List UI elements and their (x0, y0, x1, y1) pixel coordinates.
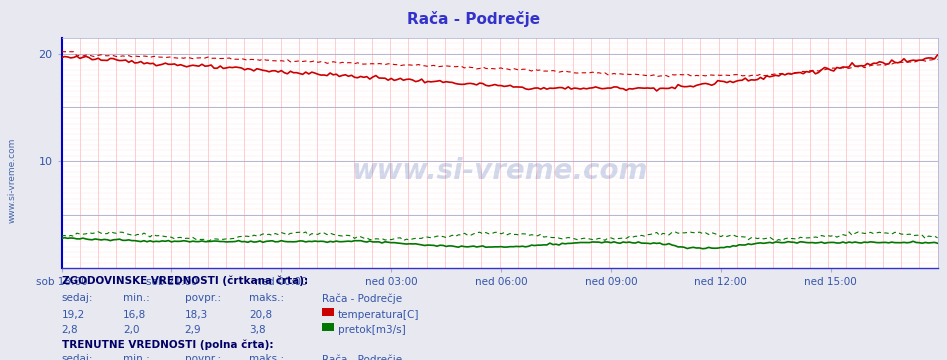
Text: www.si-vreme.com: www.si-vreme.com (8, 137, 17, 223)
Text: min.:: min.: (123, 293, 150, 303)
Text: ZGODOVINSKE VREDNOSTI (črtkana črta):: ZGODOVINSKE VREDNOSTI (črtkana črta): (62, 275, 308, 286)
Text: pretok[m3/s]: pretok[m3/s] (338, 325, 406, 335)
Text: 2,8: 2,8 (62, 325, 79, 335)
Text: 18,3: 18,3 (185, 310, 208, 320)
Text: TRENUTNE VREDNOSTI (polna črta):: TRENUTNE VREDNOSTI (polna črta): (62, 339, 273, 350)
Text: min.:: min.: (123, 354, 150, 360)
Text: Rača - Podrečje: Rača - Podrečje (322, 354, 402, 360)
Text: Rača - Podrečje: Rača - Podrečje (322, 293, 402, 304)
Text: sedaj:: sedaj: (62, 293, 93, 303)
Text: temperatura[C]: temperatura[C] (338, 310, 420, 320)
Text: 19,2: 19,2 (62, 310, 85, 320)
Text: 20,8: 20,8 (249, 310, 272, 320)
Text: www.si-vreme.com: www.si-vreme.com (351, 157, 648, 185)
Text: maks.:: maks.: (249, 293, 284, 303)
Text: povpr.:: povpr.: (185, 354, 221, 360)
Text: povpr.:: povpr.: (185, 293, 221, 303)
Text: 3,8: 3,8 (249, 325, 266, 335)
Text: Rača - Podrečje: Rača - Podrečje (407, 11, 540, 27)
Text: 2,0: 2,0 (123, 325, 139, 335)
Text: sedaj:: sedaj: (62, 354, 93, 360)
Text: 2,9: 2,9 (185, 325, 202, 335)
Text: maks.:: maks.: (249, 354, 284, 360)
Text: 16,8: 16,8 (123, 310, 147, 320)
